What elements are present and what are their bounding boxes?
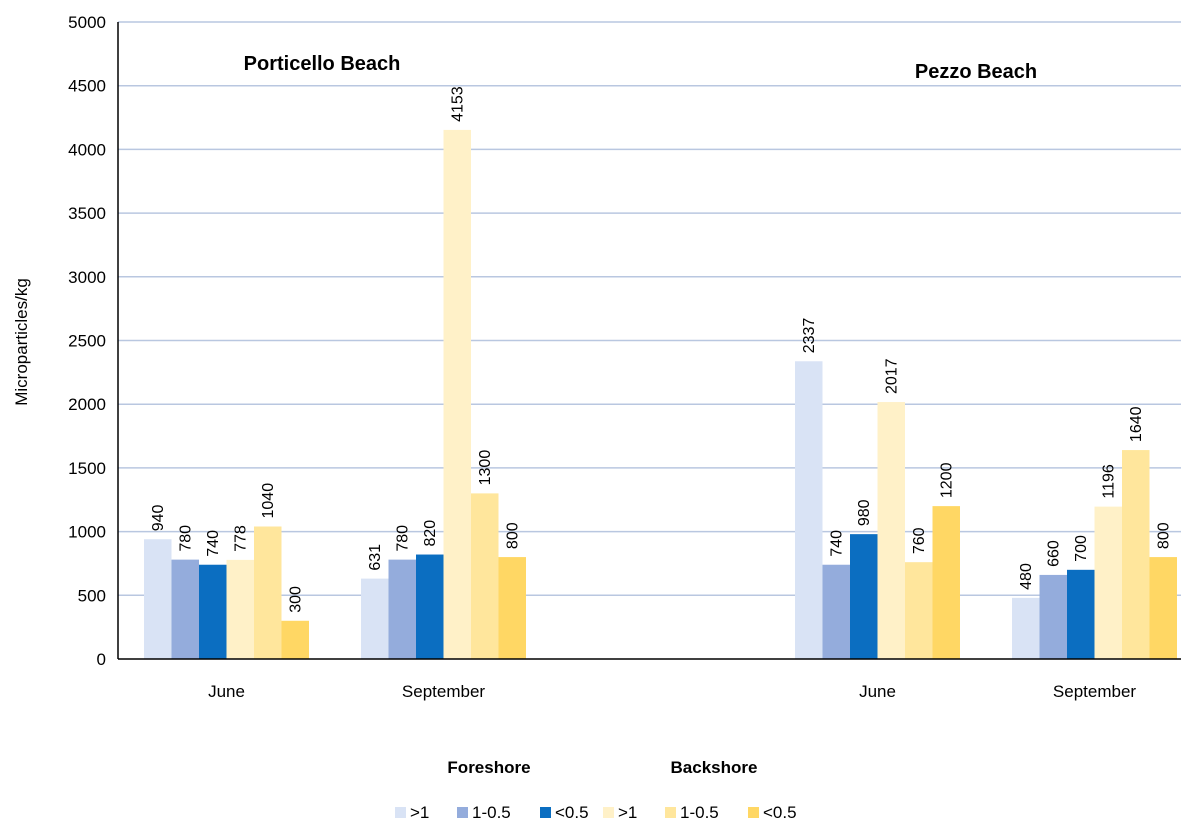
legend-label: <0.5 [555, 803, 589, 822]
x-tick-label: June [859, 682, 896, 701]
bar [1149, 557, 1177, 659]
y-tick-label: 4000 [68, 140, 106, 159]
bar [254, 526, 282, 659]
legend-label: >1 [410, 803, 429, 822]
legend-swatch [540, 807, 551, 818]
bar [932, 506, 960, 659]
data-label: 740 [828, 530, 845, 557]
bar [822, 564, 850, 659]
bar [850, 534, 878, 659]
y-tick-label: 3500 [68, 204, 106, 223]
legend-label: 1-0.5 [680, 803, 719, 822]
data-label: 2017 [883, 358, 900, 394]
data-label: 2337 [801, 318, 818, 354]
group-title: Pezzo Beach [915, 61, 1037, 83]
bar [416, 554, 444, 659]
y-tick-label: 1000 [68, 523, 106, 542]
bar [144, 539, 172, 659]
data-label: 980 [856, 499, 873, 526]
data-label: 700 [1073, 535, 1090, 562]
data-label: 800 [504, 522, 521, 549]
legend-swatch [395, 807, 406, 818]
data-label: 740 [205, 530, 222, 557]
bar [498, 557, 526, 659]
bar [877, 402, 905, 659]
group-title: Porticello Beach [244, 53, 401, 75]
data-label: 300 [287, 586, 304, 613]
bar [226, 559, 254, 659]
data-label: 820 [422, 520, 439, 547]
y-tick-label: 2500 [68, 332, 106, 351]
bar [1122, 450, 1150, 659]
bar [361, 578, 389, 659]
data-label: 940 [150, 504, 167, 531]
bar [1067, 569, 1095, 659]
data-label: 1300 [477, 450, 494, 486]
y-tick-label: 4500 [68, 77, 106, 96]
bar [388, 559, 416, 659]
legend-label: 1-0.5 [472, 803, 511, 822]
legend-group-label: Foreshore [447, 758, 530, 777]
bar [1012, 597, 1040, 659]
data-label: 1640 [1128, 406, 1145, 442]
legend-group-label: Backshore [671, 758, 758, 777]
bar [281, 620, 309, 659]
y-axis-title: Microparticles/kg [12, 278, 31, 406]
bar [471, 493, 499, 659]
x-tick-label: September [402, 682, 485, 701]
bar [1039, 574, 1067, 659]
data-label: 760 [911, 527, 928, 554]
data-label: 480 [1018, 563, 1035, 590]
y-tick-label: 2000 [68, 395, 106, 414]
y-tick-label: 500 [78, 586, 106, 605]
data-label: 780 [177, 525, 194, 552]
data-label: 778 [232, 525, 249, 552]
bar [905, 562, 933, 659]
legend-label: <0.5 [763, 803, 797, 822]
y-tick-label: 5000 [68, 13, 106, 32]
y-tick-label: 1500 [68, 459, 106, 478]
gridlines [118, 21, 1181, 597]
data-label: 631 [367, 544, 384, 571]
labels: 0 500 1000 1500 2000 2500 3000 3500 4000 4500 5000… [68, 13, 1172, 701]
legend-swatch [457, 807, 468, 818]
axes [117, 22, 1181, 660]
bar [171, 559, 199, 659]
bar [1094, 506, 1122, 659]
x-tick-label: September [1053, 682, 1136, 701]
legend-swatch [665, 807, 676, 818]
data-label: 1196 [1100, 464, 1117, 499]
legend-swatch [603, 807, 614, 818]
data-label: 780 [394, 525, 411, 552]
data-label: 800 [1155, 522, 1172, 549]
data-label: 1040 [260, 483, 277, 519]
bars [144, 129, 1177, 659]
legend-swatch [748, 807, 759, 818]
data-label: 4153 [449, 86, 466, 122]
x-tick-label: June [208, 682, 245, 701]
bar [795, 361, 823, 659]
y-tick-label: 3000 [68, 268, 106, 287]
data-label: 660 [1045, 540, 1062, 567]
legend-label: >1 [618, 803, 637, 822]
y-tick-label: 0 [97, 650, 106, 669]
bar [443, 129, 471, 659]
data-label: 1200 [938, 462, 955, 498]
bar [199, 564, 227, 659]
legend: Foreshore Backshore >1 1-0.5 <0.5 >1 1-0.5 <0.5 [395, 758, 797, 822]
